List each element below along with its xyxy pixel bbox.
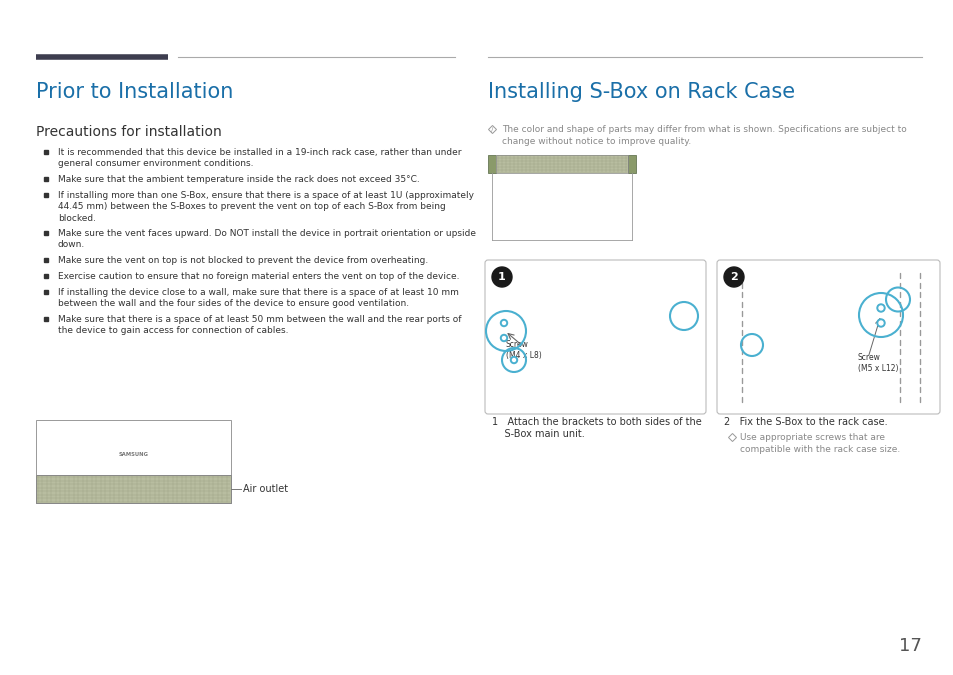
Bar [627, 155, 636, 173]
Circle shape [878, 321, 882, 325]
Text: If installing more than one S-Box, ensure that there is a space of at least 1U (: If installing more than one S-Box, ensur… [58, 191, 474, 223]
Bar [36, 420, 231, 503]
Bar [510, 313, 664, 348]
Text: Screw
(M4 x L8): Screw (M4 x L8) [505, 340, 541, 360]
Text: 17: 17 [898, 637, 921, 655]
Circle shape [502, 337, 505, 340]
Text: Make sure the vent on top is not blocked to prevent the device from overheating.: Make sure the vent on top is not blocked… [58, 256, 428, 265]
Circle shape [500, 335, 507, 342]
Text: Make sure that the ambient temperature inside the rack does not exceed 35°C.: Make sure that the ambient temperature i… [58, 175, 419, 184]
Polygon shape [664, 301, 682, 348]
Circle shape [878, 306, 882, 310]
Circle shape [492, 267, 512, 287]
Circle shape [500, 319, 507, 327]
Bar [36, 475, 231, 503]
Bar [749, 298, 869, 333]
Text: 2   Fix the S-Box to the rack case.: 2 Fix the S-Box to the rack case. [723, 417, 886, 427]
Bar [488, 155, 496, 173]
Polygon shape [504, 353, 522, 367]
Circle shape [510, 356, 517, 364]
Text: S-Box main unit.: S-Box main unit. [492, 429, 584, 439]
Text: Precautions for installation: Precautions for installation [36, 125, 221, 139]
Text: SAMSUNG: SAMSUNG [118, 452, 149, 458]
Text: 1   Attach the brackets to both sides of the: 1 Attach the brackets to both sides of t… [492, 417, 701, 427]
Circle shape [502, 321, 505, 325]
Text: Air outlet: Air outlet [243, 484, 288, 494]
Bar [36, 475, 231, 503]
Polygon shape [744, 338, 759, 352]
Circle shape [512, 358, 515, 362]
Text: ∕: ∕ [490, 126, 493, 132]
Polygon shape [749, 283, 891, 298]
Circle shape [876, 304, 884, 312]
Polygon shape [679, 306, 688, 324]
Text: Make sure that there is a space of at least 50 mm between the wall and the rear : Make sure that there is a space of at le… [58, 315, 461, 335]
Polygon shape [869, 283, 891, 333]
Text: 2: 2 [729, 272, 737, 282]
Polygon shape [510, 301, 682, 313]
Text: Exercise caution to ensure that no foreign material enters the vent on top of th: Exercise caution to ensure that no forei… [58, 272, 459, 281]
Polygon shape [893, 290, 901, 308]
Polygon shape [497, 316, 510, 345]
Text: Use appropriate screws that are
compatible with the rack case size.: Use appropriate screws that are compatib… [740, 433, 900, 454]
Text: Installing S-Box on Rack Case: Installing S-Box on Rack Case [488, 82, 794, 102]
Text: Screw
(M5 x L12): Screw (M5 x L12) [857, 353, 898, 373]
Text: If installing the device close to a wall, make sure that there is a space of at : If installing the device close to a wall… [58, 288, 458, 308]
FancyBboxPatch shape [484, 260, 705, 414]
Text: It is recommended that this device be installed in a 19-inch rack case, rather t: It is recommended that this device be in… [58, 148, 461, 169]
Circle shape [723, 267, 743, 287]
Bar [496, 155, 627, 173]
Bar [496, 155, 627, 173]
Text: 1: 1 [497, 272, 505, 282]
Text: Prior to Installation: Prior to Installation [36, 82, 233, 102]
FancyBboxPatch shape [717, 260, 939, 414]
Text: The color and shape of parts may differ from what is shown. Specifications are s: The color and shape of parts may differ … [501, 125, 905, 146]
Text: Make sure the vent faces upward. Do NOT install the device in portrait orientati: Make sure the vent faces upward. Do NOT … [58, 229, 476, 250]
Circle shape [876, 319, 884, 327]
